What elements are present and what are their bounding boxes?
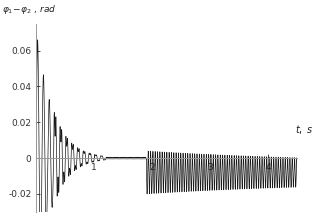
Text: $t,\ s$: $t,\ s$	[295, 123, 314, 136]
Text: $\varphi_1\!-\!\varphi_2$$\,\,,\,rad$: $\varphi_1\!-\!\varphi_2$$\,\,,\,rad$	[2, 3, 57, 16]
